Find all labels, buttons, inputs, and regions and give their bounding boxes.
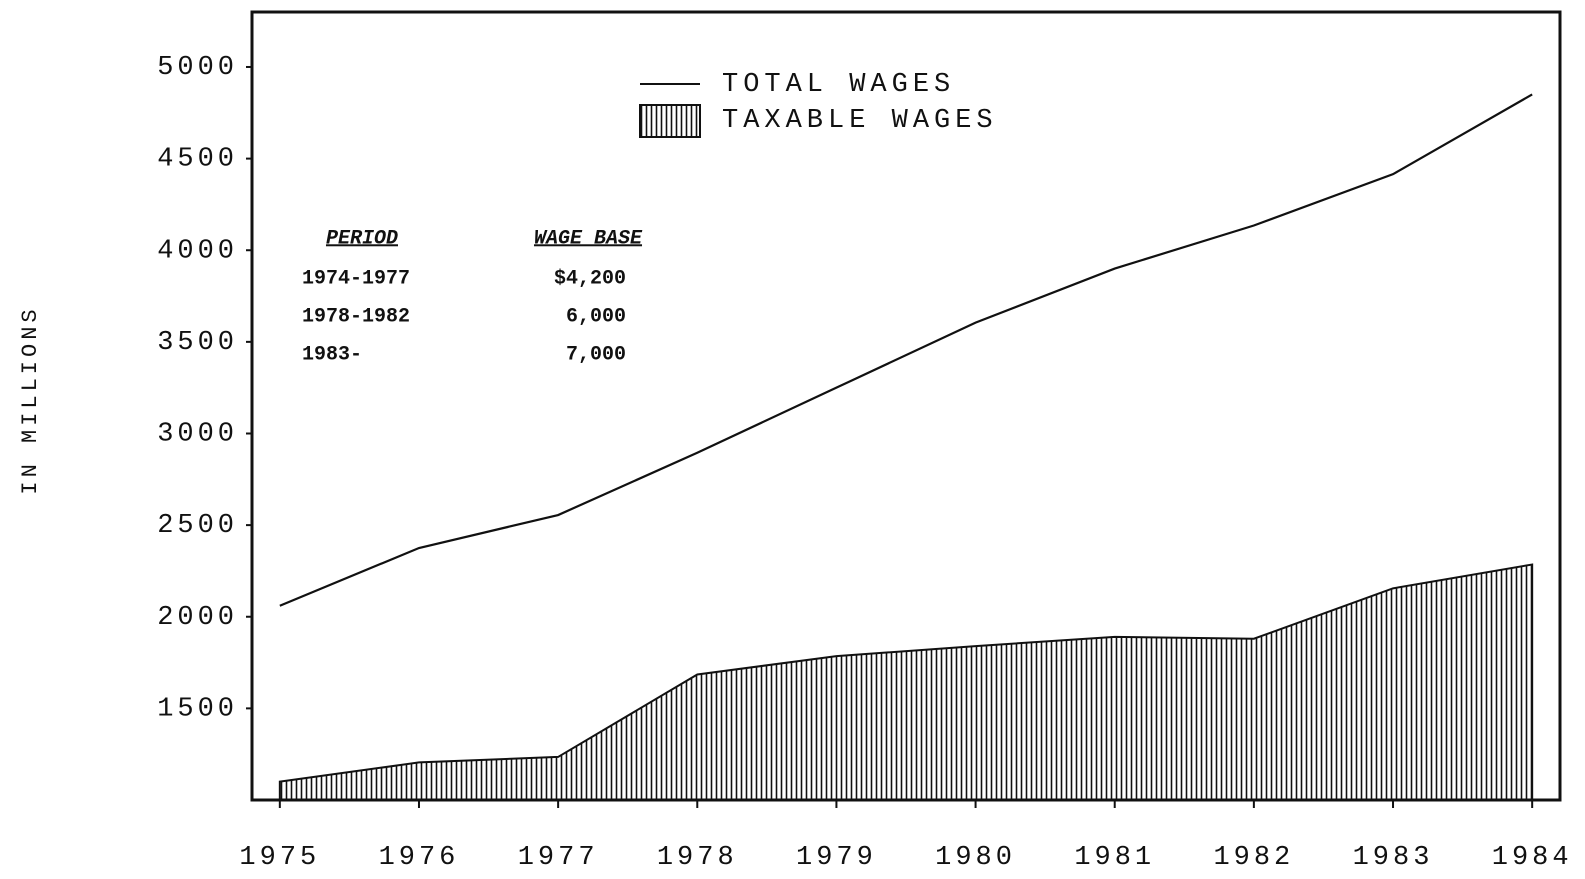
table-header: WAGE BASE <box>534 227 643 250</box>
x-tick-label: 1982 <box>1213 843 1294 873</box>
legend-label: TAXABLE WAGES <box>722 106 998 136</box>
x-tick-label: 1975 <box>239 843 320 873</box>
legend-swatch <box>639 104 701 138</box>
table-cell: 6,000 <box>566 305 626 328</box>
y-tick-label: 3500 <box>157 328 238 358</box>
x-tick-label: 1976 <box>379 843 460 873</box>
x-tick-label: 1977 <box>518 843 599 873</box>
total-line <box>279 93 1533 607</box>
table-cell: 1974-1977 <box>302 267 410 290</box>
x-tick-label: 1984 <box>1492 843 1573 873</box>
x-tick-label: 1983 <box>1353 843 1434 873</box>
legend-label: TOTAL WAGES <box>722 70 955 100</box>
table-cell: $4,200 <box>554 267 626 290</box>
table-cell: 1978-1982 <box>302 305 410 328</box>
y-tick-label: 2000 <box>157 603 238 633</box>
table-cell: 7,000 <box>566 343 626 366</box>
x-tick-label: 1979 <box>796 843 877 873</box>
y-tick-label: 1500 <box>157 694 238 724</box>
y-axis-label: IN MILLIONS <box>18 305 43 494</box>
taxable-area <box>278 563 1534 801</box>
table-cell: 1983- <box>302 343 362 366</box>
x-tick-label: 1980 <box>935 843 1016 873</box>
y-tick-label: 3000 <box>157 420 238 450</box>
y-tick-label: 5000 <box>157 53 238 83</box>
y-tick-label: 2500 <box>157 511 238 541</box>
y-tick-label: 4000 <box>157 236 238 266</box>
y-tick-label: 4500 <box>157 145 238 175</box>
x-tick-label: 1978 <box>657 843 738 873</box>
plot-frame <box>250 10 1562 802</box>
table-header: PERIOD <box>326 227 398 250</box>
x-tick-label: 1981 <box>1074 843 1155 873</box>
